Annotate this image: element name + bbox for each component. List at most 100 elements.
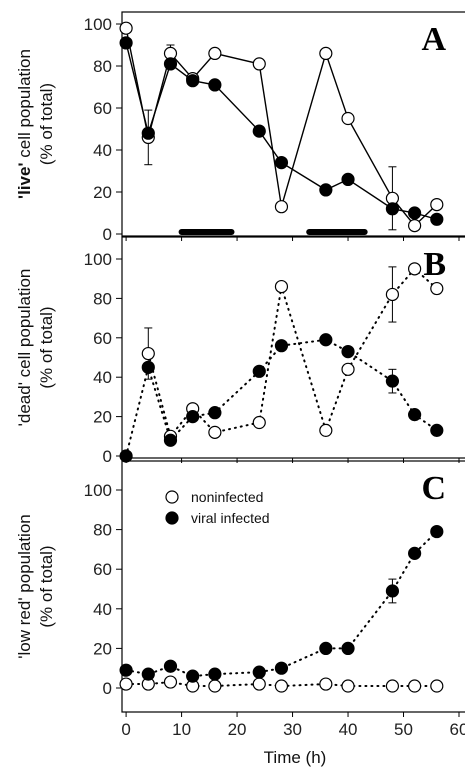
data-point-viral-infected <box>119 663 133 677</box>
data-point-viral-infected <box>186 410 200 424</box>
data-point-viral-infected <box>141 667 155 681</box>
data-point-viral-infected <box>430 212 444 226</box>
data-point-viral-infected <box>408 546 422 560</box>
data-point-noninfected <box>319 46 333 61</box>
series-line <box>125 338 438 457</box>
panel-b: 0 20 40 60 80 100 'dead' cell population (% of … <box>15 236 465 466</box>
data-point-viral-infected <box>430 524 444 539</box>
data-point-viral-infected <box>119 36 133 50</box>
y-tick-label: 40 <box>93 141 112 160</box>
x-tick-label: 40 <box>339 720 358 739</box>
legend-label: noninfected <box>191 489 263 505</box>
y-axis-unit-label: (% of total) <box>37 306 56 388</box>
data-point-viral-infected <box>319 333 333 347</box>
plot-frame <box>121 460 465 713</box>
y-axis-unit-label: (% of total) <box>37 83 56 165</box>
y-tick-label: 60 <box>93 560 112 579</box>
data-point-viral-infected <box>341 344 355 359</box>
data-point-viral-infected <box>274 339 289 353</box>
data-point-viral-infected <box>274 156 289 170</box>
y-tick-label: 60 <box>93 329 112 348</box>
data-point-noninfected <box>208 425 222 439</box>
data-point-noninfected <box>252 415 266 430</box>
data-point-noninfected <box>252 57 266 71</box>
data-point-noninfected <box>274 279 289 294</box>
y-tick-label: 100 <box>84 250 112 269</box>
y-axis-unit-label: (% of total) <box>37 545 56 627</box>
data-point-viral-infected <box>252 124 266 138</box>
data-point-viral-infected <box>341 641 355 656</box>
data-point-viral-infected <box>252 364 266 378</box>
y-axis-label-rest: cell population <box>15 49 34 162</box>
data-point-viral-infected <box>163 659 178 673</box>
y-axis-label: 'dead' cell population <box>15 269 34 427</box>
data-point-viral-infected <box>408 206 422 220</box>
data-point-viral-infected <box>319 183 333 197</box>
y-tick-label: 0 <box>103 679 112 698</box>
data-point-noninfected <box>319 423 333 437</box>
data-point-viral-infected <box>208 406 222 420</box>
y-axis-label-emphasis: 'live' <box>15 162 34 198</box>
data-point-noninfected <box>341 362 355 376</box>
x-tick-label: 10 <box>172 720 191 739</box>
panel-letter: B <box>423 246 446 283</box>
data-point-noninfected <box>408 219 422 233</box>
y-tick-label: 100 <box>84 481 112 500</box>
legend: noninfected viral infected <box>165 489 270 526</box>
y-tick-label: 60 <box>93 99 112 118</box>
data-point-noninfected <box>408 679 422 693</box>
y-tick-label: 80 <box>93 57 112 76</box>
data-point-viral-infected <box>208 78 222 92</box>
data-point-noninfected <box>163 675 178 689</box>
plot-frame <box>121 236 465 459</box>
panel-c: 0 20 40 60 80 100 'low red' population (% of to… <box>15 460 465 717</box>
y-tick-label: 0 <box>103 225 112 244</box>
data-point-noninfected <box>274 679 289 693</box>
data-point-viral-infected <box>319 641 333 656</box>
data-point-noninfected <box>119 21 133 35</box>
data-point-noninfected <box>408 262 422 276</box>
y-tick-label: 0 <box>103 447 112 466</box>
y-axis-label: 'live' cell population <box>15 49 34 199</box>
data-point-noninfected <box>430 281 444 296</box>
x-tick-label: 60 <box>450 720 465 739</box>
y-tick-label: 20 <box>93 639 112 658</box>
plot-frame <box>121 11 465 237</box>
legend-marker <box>165 511 179 525</box>
legend-marker <box>165 490 179 504</box>
legend-label: viral infected <box>191 510 270 526</box>
y-tick-label: 80 <box>93 521 112 540</box>
data-point-noninfected <box>430 679 444 693</box>
panel-letter: A <box>421 21 446 58</box>
data-point-noninfected <box>385 287 400 302</box>
y-tick-label: 80 <box>93 289 112 308</box>
data-point-viral-infected <box>385 202 400 216</box>
data-point-viral-infected <box>141 126 155 140</box>
series-line <box>125 530 438 678</box>
data-point-viral-infected <box>274 661 289 675</box>
data-point-viral-infected <box>186 669 200 683</box>
y-tick-label: 40 <box>93 368 112 387</box>
x-tick-label: 20 <box>228 720 247 739</box>
data-point-noninfected <box>208 679 222 693</box>
data-point-viral-infected <box>141 360 155 374</box>
x-tick-label: 30 <box>283 720 302 739</box>
data-point-noninfected <box>319 677 333 691</box>
data-point-viral-infected <box>408 408 422 422</box>
data-point-noninfected <box>385 679 400 693</box>
data-point-viral-infected <box>430 423 444 437</box>
data-point-viral-infected <box>186 74 200 88</box>
data-point-noninfected <box>341 111 355 126</box>
data-point-viral-infected <box>252 665 266 679</box>
data-point-noninfected <box>252 677 266 691</box>
panel-letter: C <box>421 470 446 507</box>
data-point-viral-infected <box>208 667 222 681</box>
data-point-noninfected <box>341 679 355 693</box>
x-axis-label: Time (h) <box>264 748 327 767</box>
data-point-noninfected <box>208 46 222 61</box>
data-point-noninfected <box>119 677 133 691</box>
data-point-viral-infected <box>341 172 355 186</box>
y-tick-label: 40 <box>93 600 112 619</box>
data-point-noninfected <box>141 346 155 361</box>
